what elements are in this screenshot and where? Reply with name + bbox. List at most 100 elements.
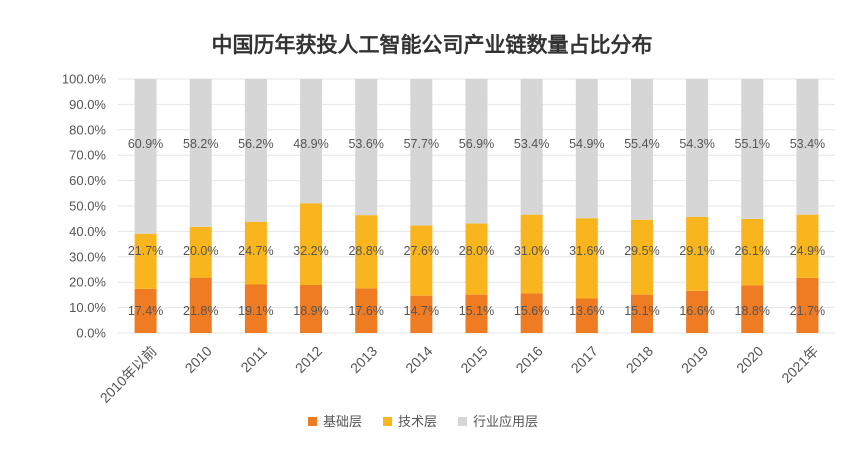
data-label: 32.2% xyxy=(293,244,328,258)
data-label: 17.4% xyxy=(128,304,163,318)
legend-swatch xyxy=(308,417,317,426)
data-label: 14.7% xyxy=(404,304,439,318)
data-label: 15.6% xyxy=(514,304,549,318)
bar-segment-3 xyxy=(575,79,598,219)
legend-swatch xyxy=(458,417,467,426)
data-label: 53.4% xyxy=(514,137,549,151)
x-tick-label: 2019 xyxy=(678,343,711,376)
data-label: 31.0% xyxy=(514,244,549,258)
bar-segment-3 xyxy=(189,79,212,227)
data-label: 60.9% xyxy=(128,137,163,151)
data-label: 21.7% xyxy=(128,244,163,258)
bar-segment-1 xyxy=(134,288,157,333)
bar-segment-2 xyxy=(134,233,157,289)
bar-segment-3 xyxy=(300,79,323,204)
data-label: 18.9% xyxy=(293,304,328,318)
bar-segment-3 xyxy=(520,79,543,215)
bar-segment-1 xyxy=(244,284,267,333)
bar-segment-1 xyxy=(686,290,709,333)
data-label: 56.9% xyxy=(459,137,494,151)
data-label: 29.5% xyxy=(624,244,659,258)
bar-segment-3 xyxy=(796,79,819,215)
bar-segment-2 xyxy=(520,214,543,294)
bar-segment-2 xyxy=(465,223,488,295)
bar-segment-1 xyxy=(189,277,212,333)
data-label: 15.1% xyxy=(459,304,494,318)
bar-segment-3 xyxy=(244,79,267,222)
y-tick-label: 100.0% xyxy=(62,72,107,87)
data-label: 55.1% xyxy=(735,137,770,151)
data-label: 21.7% xyxy=(790,304,825,318)
x-tick-label: 2015 xyxy=(457,343,490,376)
y-tick-label: 60.0% xyxy=(69,173,106,188)
legend-label: 行业应用层 xyxy=(473,414,538,430)
x-tick-label: 2020 xyxy=(733,343,766,376)
data-label: 58.2% xyxy=(183,137,218,151)
x-tick-label: 2017 xyxy=(568,343,601,376)
x-tick-label: 2012 xyxy=(292,343,325,376)
data-label: 13.6% xyxy=(569,304,604,318)
bar-segment-2 xyxy=(244,221,267,285)
y-tick-label: 30.0% xyxy=(69,249,106,264)
data-label: 17.6% xyxy=(348,304,383,318)
y-axis: 0.0% 10.0% 20.0% 30.0% 40.0% 50.0% 60.0% 70.0% 8… xyxy=(62,72,107,341)
y-tick-label: 20.0% xyxy=(69,275,106,290)
y-tick-label: 90.0% xyxy=(69,97,106,112)
bar-segment-1 xyxy=(741,285,764,333)
bar-segment-3 xyxy=(686,79,709,217)
x-axis: 2010年以前 2010 2011 2012 2013 2014 2015 2016 2017 2… xyxy=(97,343,822,406)
data-label: 54.3% xyxy=(679,137,714,151)
data-label: 53.4% xyxy=(790,137,825,151)
data-label: 55.4% xyxy=(624,137,659,151)
bar-segment-3 xyxy=(741,79,764,219)
x-tick-label: 2011 xyxy=(237,343,270,376)
data-label: 28.8% xyxy=(348,244,383,258)
bar-segment-3 xyxy=(410,79,433,226)
y-tick-label: 10.0% xyxy=(69,300,106,315)
bar-segment-3 xyxy=(134,79,157,234)
data-label: 56.2% xyxy=(238,137,273,151)
bars xyxy=(134,79,819,333)
bar-segment-3 xyxy=(465,79,488,224)
bar-segment-1 xyxy=(465,294,488,333)
data-label: 20.0% xyxy=(183,244,218,258)
bar-segment-1 xyxy=(630,294,653,333)
bar-segment-2 xyxy=(189,226,212,278)
data-label: 26.1% xyxy=(735,244,770,258)
bar-segment-2 xyxy=(741,218,764,286)
bar-segment-2 xyxy=(355,215,378,289)
data-label: 16.6% xyxy=(679,304,714,318)
data-labels: 17.4% 21.7% 60.9% 21.8% 20.0% 58.2% 19.1% 24.7%… xyxy=(128,137,825,318)
bar-segment-2 xyxy=(300,203,323,285)
bar-segment-1 xyxy=(410,295,433,333)
data-label: 19.1% xyxy=(238,304,273,318)
bar-segment-3 xyxy=(355,79,378,216)
data-label: 18.8% xyxy=(735,304,770,318)
bar-segment-2 xyxy=(796,214,819,278)
bar-segment-1 xyxy=(575,298,598,333)
data-label: 28.0% xyxy=(459,244,494,258)
y-tick-label: 80.0% xyxy=(69,122,106,137)
x-tick-label: 2018 xyxy=(623,343,656,376)
x-tick-label: 2013 xyxy=(347,343,380,376)
bar-segment-2 xyxy=(410,225,433,296)
data-label: 21.8% xyxy=(183,304,218,318)
chart-title: 中国历年获投人工智能公司产业链数量占比分布 xyxy=(212,33,653,57)
data-label: 27.6% xyxy=(404,244,439,258)
data-label: 15.1% xyxy=(624,304,659,318)
legend-swatch xyxy=(383,417,392,426)
legend: 基础层 技术层 行业应用层 xyxy=(308,414,538,430)
bar-segment-2 xyxy=(630,219,653,295)
y-tick-label: 0.0% xyxy=(76,326,106,341)
data-label: 31.6% xyxy=(569,244,604,258)
legend-label: 技术层 xyxy=(398,415,437,430)
x-tick-label: 2010年以前 xyxy=(97,343,160,406)
x-tick-label: 2014 xyxy=(402,343,435,376)
y-tick-label: 50.0% xyxy=(69,199,106,214)
data-label: 24.7% xyxy=(238,244,273,258)
data-label: 54.9% xyxy=(569,137,604,151)
bar-segment-2 xyxy=(686,216,709,291)
data-label: 24.9% xyxy=(790,244,825,258)
data-label: 29.1% xyxy=(679,244,714,258)
